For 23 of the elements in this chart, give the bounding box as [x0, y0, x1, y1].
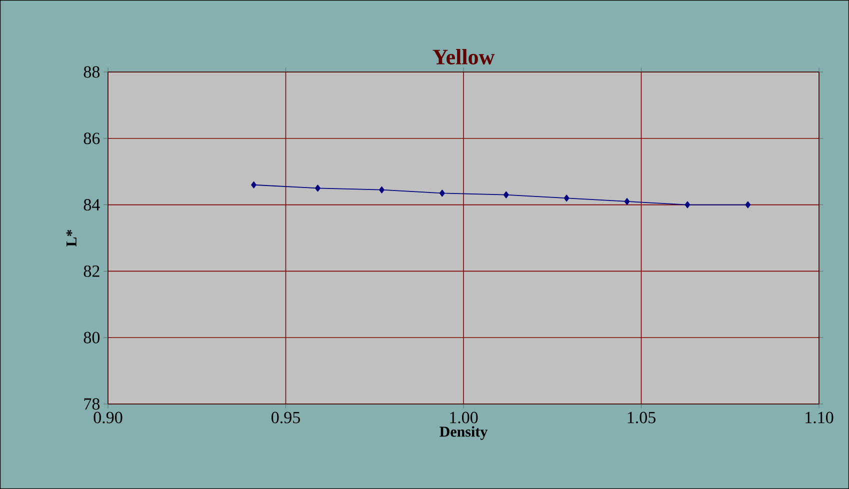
y-tick-label: 82: [84, 265, 100, 277]
y-tick-label: 78: [84, 398, 100, 410]
point: [624, 198, 630, 205]
x-tick-label: 1.10: [806, 412, 834, 424]
x-tick-label: 1.00: [450, 412, 478, 424]
point: [745, 201, 751, 208]
point: [684, 201, 690, 208]
point: [315, 184, 320, 192]
point: [251, 181, 256, 188]
y-tick-label: 88: [84, 66, 100, 78]
y-tick-label: 84: [84, 199, 100, 211]
point: [503, 191, 509, 198]
x-tick-label: 1.05: [628, 412, 656, 424]
x-axis-title: Density: [440, 426, 488, 440]
x-tick-label: 0.95: [272, 412, 300, 424]
chart-title: Yellow: [432, 48, 495, 64]
y-tick-label: 86: [84, 132, 100, 144]
y-tick-label: 80: [84, 332, 100, 344]
point: [379, 186, 384, 194]
point: [439, 190, 445, 197]
y-axis-title: L*: [66, 230, 76, 246]
point: [564, 194, 570, 202]
x-tick-label: 0.90: [94, 412, 122, 424]
